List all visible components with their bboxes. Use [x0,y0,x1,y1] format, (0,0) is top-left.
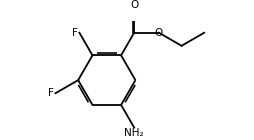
Text: O: O [155,28,163,38]
Text: NH₂: NH₂ [124,128,144,138]
Text: F: F [72,28,78,38]
Text: F: F [48,88,54,98]
Text: O: O [130,0,138,10]
